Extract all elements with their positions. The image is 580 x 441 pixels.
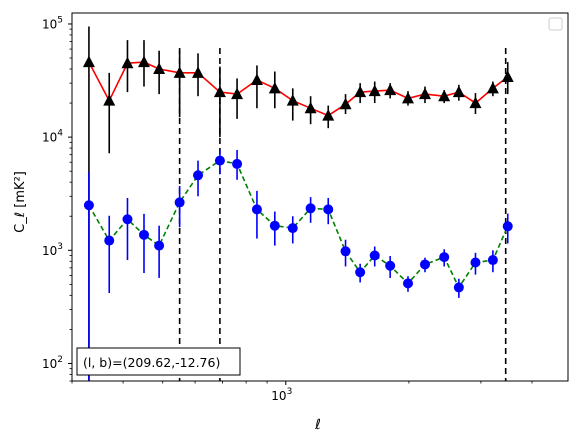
data-point xyxy=(486,81,499,94)
data-point xyxy=(121,56,134,69)
annotation-box xyxy=(76,347,241,376)
data-point xyxy=(418,87,431,100)
data-point xyxy=(501,70,514,82)
data-point xyxy=(232,158,243,169)
data-point xyxy=(385,260,396,271)
data-point xyxy=(268,81,281,94)
x-tick-label: 103 xyxy=(271,387,292,403)
data-point xyxy=(470,257,481,268)
data-point xyxy=(502,221,513,232)
data-point xyxy=(355,267,366,278)
data-point xyxy=(340,246,351,257)
data-point xyxy=(322,109,335,121)
data-point xyxy=(339,97,352,110)
data-point xyxy=(214,155,225,166)
series-1 xyxy=(83,149,513,381)
data-point xyxy=(251,204,262,215)
annotation-text: (l, b)=(209.62,-12.76) xyxy=(83,355,220,370)
legend-box xyxy=(548,17,563,31)
data-point xyxy=(269,220,280,231)
data-point xyxy=(173,66,186,78)
data-point xyxy=(104,235,115,246)
data-point xyxy=(192,66,205,78)
data-point xyxy=(287,223,298,234)
data-point xyxy=(402,278,413,289)
series-line xyxy=(88,159,509,290)
data-point xyxy=(138,229,149,240)
y-axis-label: C_ℓ [mK²] xyxy=(13,171,28,233)
data-point xyxy=(369,250,380,261)
vertical-lines-group xyxy=(178,48,507,381)
data-point xyxy=(83,200,94,211)
data-point xyxy=(419,259,430,270)
data-point xyxy=(250,73,263,85)
axes-group: 102 103 104 105 103 xyxy=(42,15,533,403)
data-point xyxy=(193,170,204,181)
data-point xyxy=(122,214,133,225)
data-point xyxy=(103,94,116,106)
data-point xyxy=(286,94,299,106)
data-point xyxy=(487,255,498,266)
data-point xyxy=(174,197,185,208)
data-point xyxy=(438,89,451,102)
data-point xyxy=(384,83,397,96)
y-tick-label: 102 xyxy=(42,355,63,371)
data-point xyxy=(305,203,316,214)
y-tick-label: 104 xyxy=(42,129,63,145)
data-point xyxy=(439,252,450,263)
data-point xyxy=(304,101,317,114)
data-point xyxy=(368,84,381,97)
data-point xyxy=(401,91,414,104)
series-0 xyxy=(82,26,514,381)
data-point xyxy=(452,85,465,98)
data-point xyxy=(154,240,165,251)
data-point xyxy=(213,85,226,98)
data-point xyxy=(354,85,367,98)
y-tick-label: 105 xyxy=(42,15,63,31)
x-axis-label: ℓ xyxy=(314,417,321,433)
data-point xyxy=(137,55,150,68)
series-line xyxy=(88,61,509,117)
data-point xyxy=(231,87,244,100)
data-point xyxy=(453,282,464,293)
data-point xyxy=(82,55,95,68)
data-point xyxy=(469,96,482,109)
data-point xyxy=(323,204,334,215)
series-group xyxy=(82,26,514,381)
plot-frame xyxy=(71,12,569,382)
y-tick-label: 103 xyxy=(42,242,63,258)
data-point xyxy=(153,62,166,75)
